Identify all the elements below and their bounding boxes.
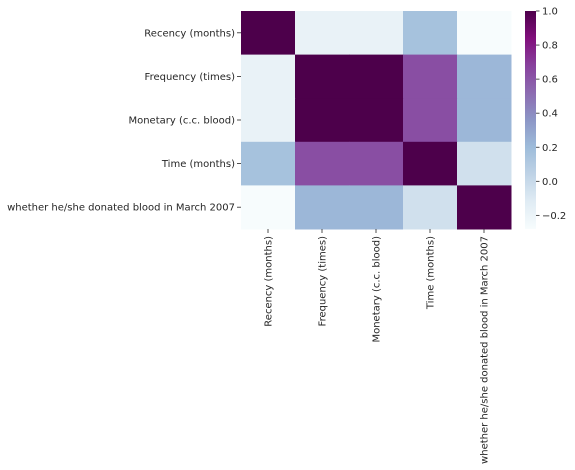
heatmap-cell-r0-c2: [349, 11, 404, 56]
heatmap-cell-r2-c0: [241, 98, 296, 143]
heatmap-cell-r0-c3: [403, 11, 458, 56]
heatmap-cell-r3-c3: [403, 141, 458, 186]
column-label: Recency (months): [264, 236, 275, 327]
heatmap-cell-r0-c0: [241, 11, 296, 56]
column-label: Monetary (c.c. blood): [372, 236, 383, 343]
row-label: Recency (months): [144, 28, 235, 39]
heatmap-cell-r2-c2: [349, 98, 404, 143]
colorbar: −0.2 0.0 0.2 0.4 0.6 0.8 1.0: [525, 7, 566, 229]
colorbar-tick-label: 1.0: [542, 7, 558, 18]
colorbar-gradient: [525, 11, 536, 229]
column-label: Frequency (times): [318, 236, 329, 327]
heatmap-cells: [241, 11, 512, 230]
heatmap-cell-r0-c4: [457, 11, 512, 56]
colorbar-tick-label: 0.6: [542, 75, 558, 86]
heatmap-cell-r1-c2: [349, 54, 404, 99]
heatmap-cell-r4-c2: [349, 185, 404, 230]
colorbar-tick-label: 0.0: [542, 177, 558, 188]
heatmap-cell-r4-c0: [241, 185, 296, 230]
heatmap-cell-r3-c2: [349, 141, 404, 186]
row-label: Time (months): [161, 159, 235, 170]
heatmap-cell-r1-c1: [295, 54, 350, 99]
row-label: Monetary (c.c. blood): [128, 116, 235, 127]
heatmap-cell-r1-c0: [241, 54, 296, 99]
heatmap-cell-r3-c0: [241, 141, 296, 186]
column-labels: Recency (months) Frequency (times) Monetar…: [264, 229, 491, 464]
heatmap-cell-r4-c4: [457, 185, 512, 230]
heatmap-cell-r1-c4: [457, 54, 512, 99]
heatmap-cell-r2-c4: [457, 98, 512, 143]
heatmap-cell-r2-c3: [403, 98, 458, 143]
heatmap-cell-r2-c1: [295, 98, 350, 143]
colorbar-tick-label: 0.8: [542, 41, 558, 52]
heatmap-cell-r0-c1: [295, 11, 350, 56]
colorbar-tick-label: −0.2: [542, 211, 566, 222]
heatmap-cell-r3-c4: [457, 141, 512, 186]
colorbar-tick-label: 0.4: [542, 109, 558, 120]
heatmap-cell-r3-c1: [295, 141, 350, 186]
row-label: whether he/she donated blood in March 20…: [7, 203, 235, 214]
colorbar-tick-label: 0.2: [542, 143, 558, 154]
row-label: Frequency (times): [145, 72, 236, 83]
heatmap-cell-r1-c3: [403, 54, 458, 99]
heatmap-cell-r4-c3: [403, 185, 458, 230]
column-label: Time (months): [426, 236, 437, 310]
column-label: whether he/she donated blood in March 20…: [480, 236, 491, 464]
heatmap-cell-r4-c1: [295, 185, 350, 230]
row-labels: Recency (months) Frequency (times) Monetar…: [7, 28, 241, 214]
